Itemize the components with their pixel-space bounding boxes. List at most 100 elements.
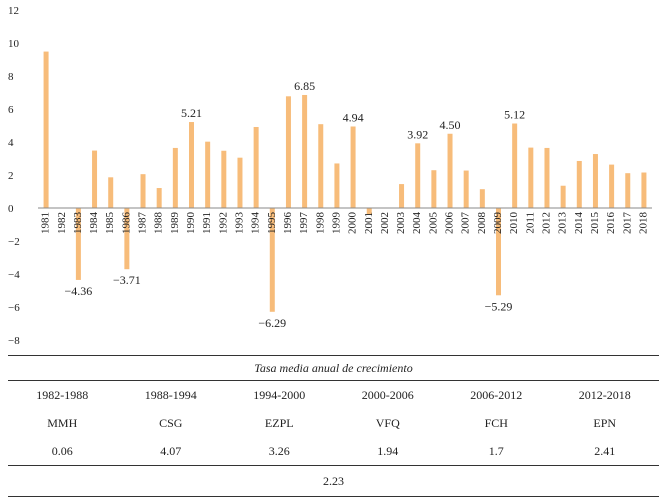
bar-2007 [463,170,469,208]
data-label: 6.85 [294,79,315,93]
x-tick-label: 2014 [573,212,585,235]
bar-1994 [253,126,259,208]
rate-cell: 3.26 [268,444,290,458]
period-cell: 2000-2006 [361,388,414,402]
bar-2017 [625,173,631,208]
x-tick-label: 2000 [347,212,359,235]
bar-1988 [156,188,162,208]
presidents-row: MMH CSG EZPL VFQ FCH EPN [8,409,659,437]
bar-2014 [576,160,582,208]
x-tick-label: 2002 [379,212,391,234]
bar-1983 [75,208,81,280]
bar-1991 [205,141,211,208]
data-label: −6.29 [258,316,286,330]
x-tick-label: 2006 [444,212,456,235]
bar-2006 [447,133,453,208]
data-label: 4.94 [343,110,364,124]
growth-summary-table: Tasa media anual de crecimiento 1982-198… [8,355,659,497]
bar-1997 [302,94,308,208]
data-label: −5.29 [485,299,513,313]
x-tick-label: 2003 [395,211,407,234]
bar-2003 [399,184,405,208]
x-tick-label: 2018 [637,211,649,234]
x-tick-label: 1999 [330,211,342,234]
bar-2012 [544,147,550,208]
x-tick-label: 1993 [234,211,246,234]
x-tick-label: 1995 [266,212,278,235]
bar-1992 [221,150,227,208]
rate-cell: 1.7 [488,444,504,458]
y-tick-label: 12 [8,5,19,17]
x-tick-label: 1983 [72,211,84,234]
data-label: 3.92 [407,127,428,141]
bar-2009 [496,208,501,296]
bottom-rule [8,496,659,497]
x-tick-label: 1987 [137,212,149,235]
data-label: 4.50 [440,118,461,132]
bar-2008 [479,189,485,208]
x-tick-label: 2015 [589,212,601,235]
data-label: −4.36 [65,284,93,298]
bar-2005 [431,170,437,208]
x-tick-label: 1988 [153,211,165,234]
period-cell: 2006-2012 [470,388,523,402]
bar-1996 [285,96,291,208]
bar-2004 [415,143,421,208]
x-tick-label: 1998 [314,211,326,234]
president-cell: CSG [159,416,183,430]
x-tick-label: 1996 [282,212,294,235]
bar-2011 [528,147,534,208]
x-tick-label: 2011 [524,212,536,234]
x-tick-label: 2008 [476,211,488,234]
x-tick-label: 2012 [541,212,553,234]
bar-2013 [560,185,566,208]
rates-rule [8,465,659,466]
rate-cell: 2.41 [594,444,616,458]
x-tick-label: 1997 [298,212,310,235]
bar-1985 [108,177,114,208]
bar-1981 [43,51,49,208]
x-axis-ticks: 1981 1982 1983 1984 1985 1986 1987 1988 1989 1990… [40,211,650,234]
overall-average: 2.23 [323,474,344,488]
x-tick-label: 2010 [508,212,520,235]
x-tick-label: 2017 [621,211,633,234]
rate-cell: 1.94 [377,444,399,458]
x-tick-label: 2005 [427,212,439,235]
y-tick-label: 2 [8,170,14,182]
y-tick-label: 4 [8,137,14,149]
x-tick-label: 1986 [120,212,132,235]
data-label: 5.12 [504,108,525,122]
y-tick-label: −8 [8,335,20,347]
x-tick-label: 1981 [40,212,52,234]
x-tick-label: 1991 [201,212,213,234]
bar-1990 [189,122,194,208]
x-tick-label: 1990 [185,212,197,235]
bar-1998 [318,124,324,208]
bar-1993 [237,157,243,208]
period-cell: 2012-2018 [578,388,631,402]
summary-caption: Tasa media anual de crecimiento [254,361,413,375]
president-cell: VFQ [375,416,400,430]
x-tick-label: 1985 [104,211,116,234]
y-tick-label: 6 [8,104,14,116]
data-label: 5.21 [181,106,202,120]
period-cell: 1988-1994 [144,388,197,402]
bars [43,51,647,312]
x-tick-label: 1989 [169,211,181,234]
x-tick-label: 2004 [411,211,423,234]
periods-row: 1982-1988 1988-1994 1994-2000 2000-2006 … [8,381,659,409]
caption-rule [8,380,659,381]
bar-1986 [124,208,130,270]
y-tick-label: 10 [8,38,20,50]
y-tick-label: −4 [8,269,20,281]
bar-1995 [269,208,275,312]
x-tick-label: 2016 [605,212,617,235]
y-tick-label: 0 [8,203,14,215]
president-cell: EZPL [264,416,294,430]
top-rule [8,355,659,356]
bar-2015 [592,154,598,208]
bar-2016 [609,164,615,208]
rates-row: 0.06 4.07 3.26 1.94 1.7 2.41 [8,437,659,465]
y-tick-label: 8 [8,71,14,83]
